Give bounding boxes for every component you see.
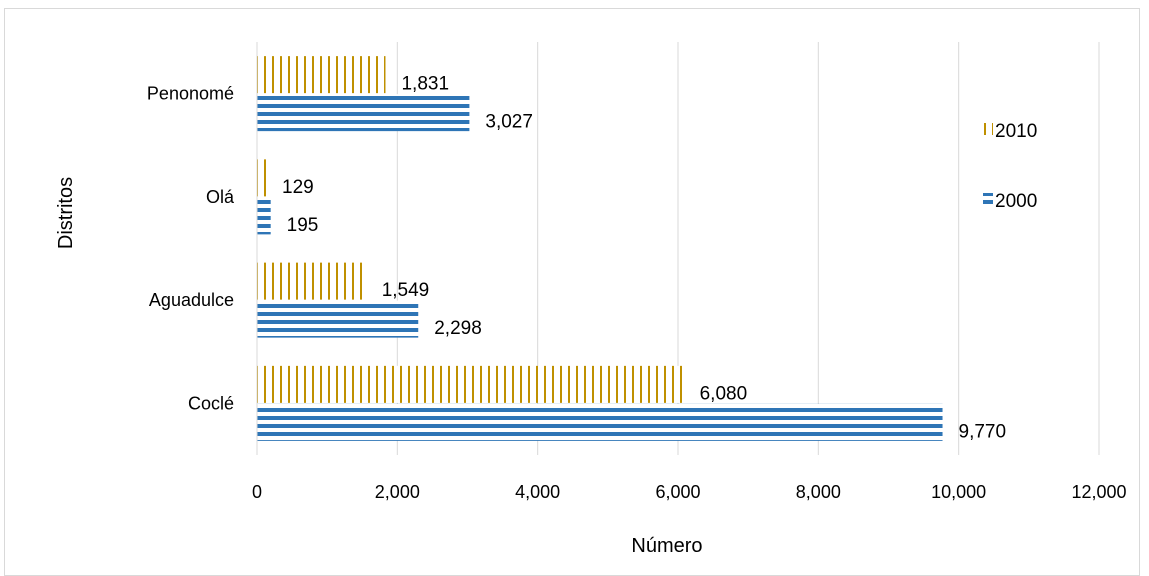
bar-2000 — [257, 300, 419, 338]
x-tick-label: 0 — [252, 482, 262, 502]
bars — [257, 56, 943, 441]
bar-2010 — [257, 262, 366, 300]
bar-2010 — [257, 365, 684, 403]
data-label-2000: 9,770 — [959, 421, 1007, 442]
legend-label: 2000 — [995, 191, 1037, 212]
legend-label: 2010 — [995, 121, 1037, 142]
y-category-label: Aguadulce — [149, 290, 234, 310]
bar-2010 — [257, 56, 386, 94]
axes: 0 2,000 4,000 6,000 8,000 10,000 12,000 Coclé Ag… — [147, 42, 1127, 502]
y-category-label: Coclé — [188, 393, 234, 413]
bar-2000 — [257, 403, 943, 441]
x-tick-label: 10,000 — [931, 482, 986, 502]
legend-swatch — [983, 193, 993, 205]
data-label-2010: 1,831 — [401, 74, 449, 95]
bar-2010 — [257, 159, 267, 197]
y-category-label: Penonomé — [147, 84, 234, 104]
data-label-2010: 129 — [282, 177, 314, 198]
y-category-label: Olá — [206, 187, 235, 207]
bar-2000 — [257, 94, 470, 132]
chart-frame — [4, 8, 1140, 576]
x-tick-label: 8,000 — [796, 482, 841, 502]
data-label-2010: 6,080 — [700, 383, 748, 404]
bar-2000 — [257, 197, 271, 235]
x-tick-label: 2,000 — [375, 482, 420, 502]
data-label-2000: 2,298 — [434, 318, 482, 339]
x-tick-label: 12,000 — [1071, 482, 1126, 502]
legend: 2010 2000 — [983, 121, 1037, 212]
y-axis-title: Distritos — [55, 177, 77, 249]
data-label-2000: 195 — [287, 215, 319, 236]
x-axis-title: Número — [631, 535, 702, 557]
legend-swatch — [983, 123, 993, 135]
x-tick-label: 6,000 — [655, 482, 700, 502]
x-tick-label: 4,000 — [515, 482, 560, 502]
data-label-2000: 3,027 — [485, 112, 533, 133]
data-label-2010: 1,549 — [382, 280, 430, 301]
